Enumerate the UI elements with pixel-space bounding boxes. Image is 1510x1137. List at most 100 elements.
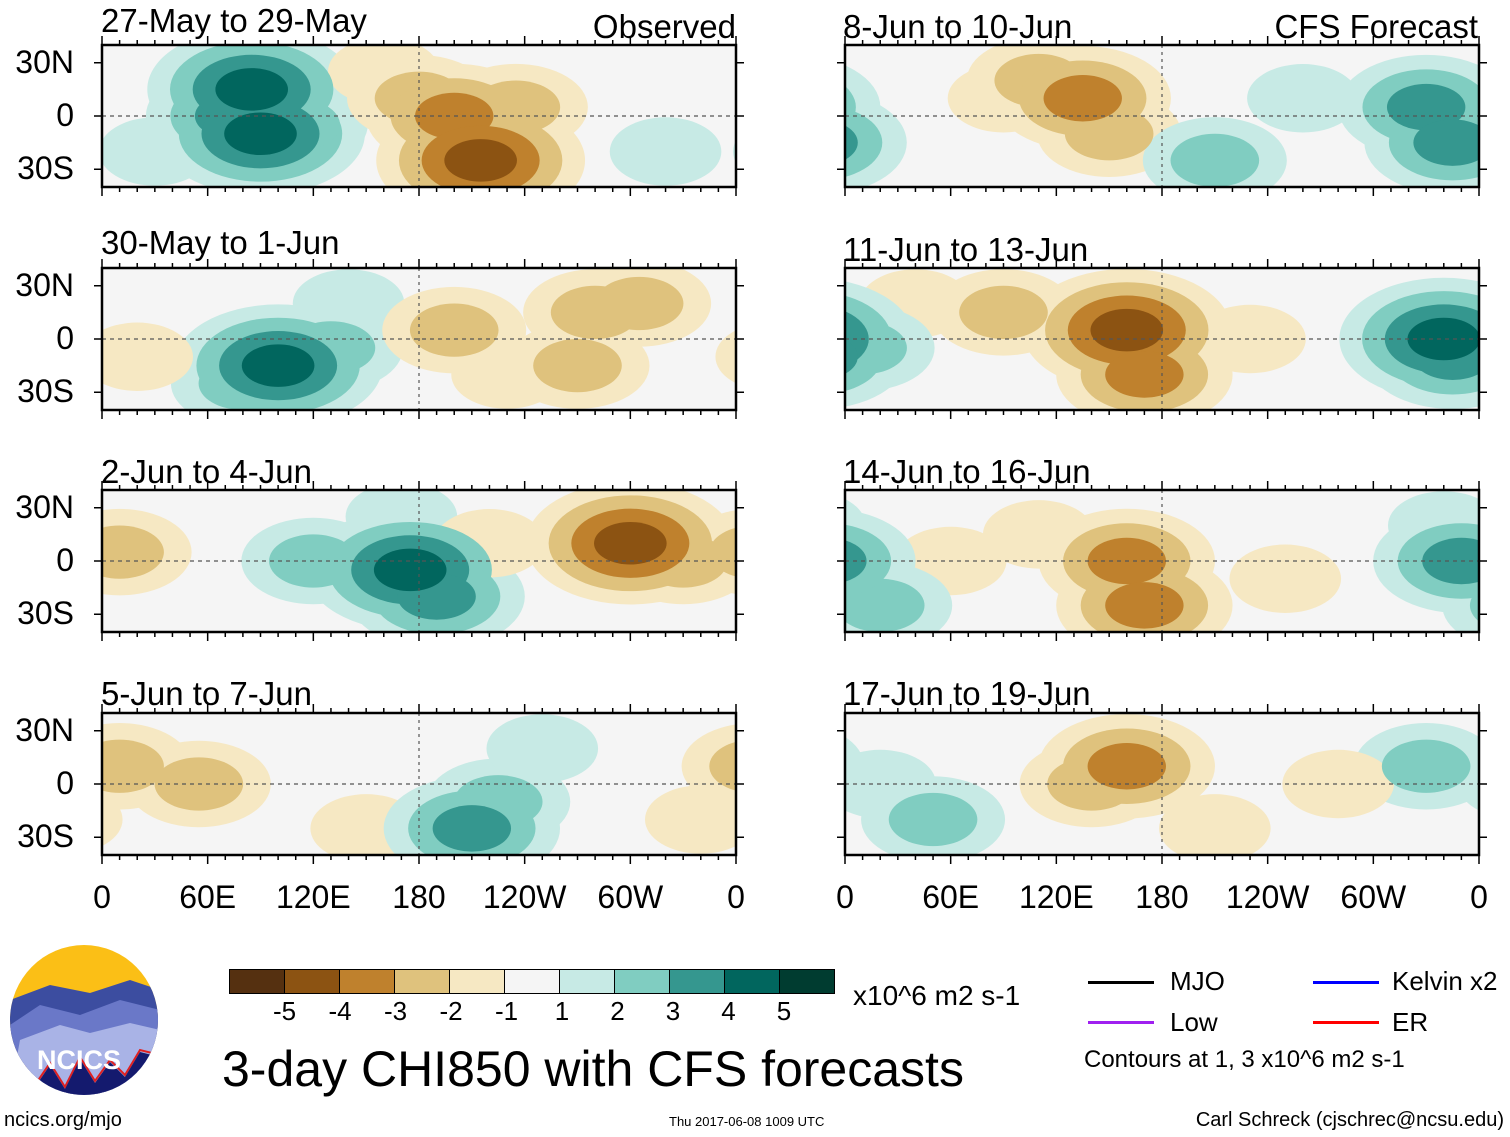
dry-anomaly (102, 739, 164, 793)
colorbar (229, 969, 835, 994)
wet-anomaly (845, 86, 856, 129)
colorbar-tick-label: 4 (721, 996, 736, 1026)
x-tick-label: 0 (93, 879, 111, 915)
observed-label: Observed (592, 8, 736, 45)
colorbar-swatch (285, 970, 340, 993)
colorbar-swatch (230, 970, 285, 993)
map-panel (94, 481, 744, 641)
x-tick-label: 120W (482, 879, 567, 915)
cfs-forecast-label: CFS Forecast (1274, 8, 1478, 45)
x-tick-label: 60E (179, 879, 237, 915)
panel-title: 27-May to 29-May (101, 2, 367, 39)
colorbar-tick-label: -5 (272, 996, 297, 1026)
dry-anomaly (1087, 743, 1166, 790)
wet-anomaly (845, 524, 892, 598)
mjo-line-icon (1088, 981, 1154, 984)
x-tick-label: 60E (922, 879, 980, 915)
wet-anomaly (888, 792, 978, 847)
logo-text: NCICS (37, 1045, 122, 1075)
y-tick-label: 30S (17, 818, 74, 855)
colorbar-tick-label: -1 (494, 996, 519, 1026)
y-tick-label: 30S (17, 595, 74, 632)
footer-author: Carl Schreck (cjschrec@ncsu.edu) (1195, 1109, 1504, 1131)
wet-anomaly (845, 125, 858, 160)
footer-timestamp: Thu 2017-06-08 1009 UTC (669, 1114, 825, 1129)
colorbar-swatch (450, 970, 505, 993)
legend-mjo: MJO (1170, 966, 1225, 996)
contour-note: Contours at 1, 3 x10^6 m2 s-1 (1084, 1046, 1405, 1073)
y-tick-label: 30S (17, 373, 74, 410)
dry-anomaly (1282, 749, 1394, 819)
dry-anomaly (102, 792, 123, 847)
y-tick-label: 30N (15, 266, 74, 303)
x-tick-label: 60W (597, 879, 664, 915)
y-tick-label: 30N (15, 711, 74, 748)
wet-anomaly (753, 84, 831, 130)
dry-anomaly (959, 285, 1048, 339)
x-tick-label: 180 (392, 879, 446, 915)
map-panel (837, 481, 1487, 641)
dry-anomaly (1159, 794, 1271, 855)
colorbar-tick-label: -4 (328, 996, 352, 1026)
figure-title: 3-day CHI850 with CFS forecasts (222, 1041, 964, 1097)
dry-anomaly (1105, 351, 1184, 398)
dry-anomaly (1494, 269, 1510, 337)
wet-anomaly (1381, 739, 1471, 793)
wet-anomaly (1386, 83, 1466, 131)
y-tick-label: 0 (56, 765, 74, 801)
dry-anomaly (709, 741, 736, 791)
colorbar-swatch (395, 970, 450, 993)
colorbar-tick-label: -3 (383, 996, 408, 1026)
dry-anomaly (102, 322, 194, 391)
panel-title: 30-May to 1-Jun (101, 224, 340, 261)
dry-anomaly (1090, 308, 1164, 352)
dry-anomaly (1043, 75, 1122, 122)
kelvin-line-icon (1313, 981, 1379, 984)
wet-anomaly (845, 736, 865, 796)
dry-anomaly (533, 339, 622, 393)
map-panel (753, 36, 1487, 196)
wet-anomaly (224, 112, 297, 156)
wet-anomaly (845, 108, 883, 177)
panel-title: 8-Jun to 10-Jun (843, 8, 1073, 45)
er-line-icon (1313, 1021, 1379, 1024)
dry-anomaly (444, 139, 517, 182)
wet-anomaly (845, 333, 847, 345)
colorbar-tick-label: -2 (439, 996, 463, 1026)
wet-anomaly (845, 578, 925, 632)
panel-title: 5-Jun to 7-Jun (101, 675, 312, 712)
dry-anomaly (644, 785, 736, 854)
dry-anomaly (451, 340, 563, 409)
dry-anomaly (1105, 582, 1184, 629)
y-tick-label: 30N (15, 488, 74, 525)
dry-anomaly (1229, 544, 1342, 613)
dry-anomaly (409, 303, 499, 357)
ncics-logo (10, 945, 158, 1095)
wet-anomaly (1170, 133, 1260, 187)
wet-anomaly (215, 68, 289, 111)
colorbar-swatch (505, 970, 560, 993)
wet-anomaly (845, 339, 858, 374)
x-tick-label: 120E (1018, 879, 1094, 915)
low-line-icon (1088, 1021, 1154, 1024)
colorbar-swatch (615, 970, 670, 993)
legend-er: ER (1392, 1007, 1429, 1037)
x-tick-label: 120E (275, 879, 351, 915)
map-panel (94, 704, 744, 864)
dry-anomaly (594, 276, 684, 331)
y-tick-label: 30S (17, 150, 74, 187)
colorbar-tick-label: 5 (776, 996, 792, 1026)
panel-title: 17-Jun to 19-Jun (843, 675, 1091, 712)
colorbar-tick-label: 3 (665, 996, 681, 1026)
wet-anomaly (1413, 119, 1479, 166)
colorbar-swatch (725, 970, 780, 993)
x-tick-label: 60W (1340, 879, 1407, 915)
dry-anomaly (594, 521, 667, 565)
footer-url[interactable]: ncics.org/mjo (4, 1109, 122, 1131)
wet-anomaly (373, 548, 447, 592)
map-panel (94, 36, 744, 196)
legend-low: Low (1170, 1007, 1218, 1037)
x-tick-label: 120W (1225, 879, 1310, 915)
